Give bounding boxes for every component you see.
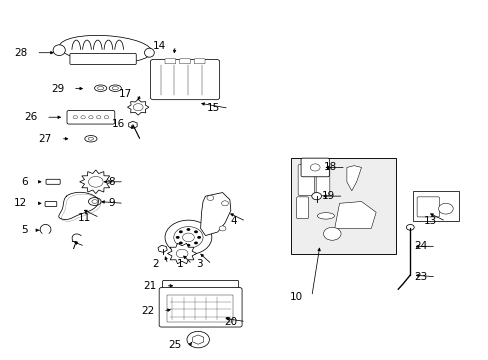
Circle shape: [182, 233, 194, 242]
Text: 17: 17: [119, 89, 132, 99]
Text: 25: 25: [167, 340, 181, 350]
Ellipse shape: [53, 45, 65, 55]
Polygon shape: [346, 166, 361, 191]
FancyBboxPatch shape: [301, 158, 329, 177]
FancyBboxPatch shape: [316, 165, 329, 195]
Circle shape: [186, 228, 190, 231]
FancyBboxPatch shape: [194, 59, 204, 64]
Text: 27: 27: [39, 134, 52, 144]
Text: 19: 19: [321, 191, 334, 201]
Circle shape: [176, 249, 187, 258]
Polygon shape: [200, 193, 230, 235]
Ellipse shape: [73, 116, 77, 119]
Text: 8: 8: [108, 177, 115, 187]
Bar: [167, 295, 233, 321]
Ellipse shape: [96, 116, 101, 119]
Polygon shape: [167, 243, 196, 264]
FancyBboxPatch shape: [298, 165, 314, 195]
Ellipse shape: [109, 85, 121, 91]
FancyBboxPatch shape: [150, 59, 219, 100]
Circle shape: [88, 176, 103, 187]
FancyBboxPatch shape: [45, 202, 57, 207]
Ellipse shape: [144, 48, 154, 57]
Text: 9: 9: [108, 198, 115, 208]
Text: 10: 10: [289, 292, 303, 302]
Circle shape: [219, 226, 225, 231]
Text: 5: 5: [21, 225, 27, 235]
FancyBboxPatch shape: [164, 59, 175, 64]
Polygon shape: [127, 99, 149, 115]
Circle shape: [173, 226, 203, 248]
Circle shape: [194, 242, 198, 244]
Text: 22: 22: [141, 306, 154, 316]
Circle shape: [133, 104, 143, 111]
FancyBboxPatch shape: [179, 59, 190, 64]
Ellipse shape: [59, 35, 151, 63]
Circle shape: [438, 203, 452, 214]
Ellipse shape: [88, 116, 93, 119]
Ellipse shape: [81, 116, 85, 119]
FancyBboxPatch shape: [416, 197, 439, 217]
Text: 2: 2: [152, 259, 159, 269]
Text: 6: 6: [21, 177, 27, 187]
Polygon shape: [80, 170, 112, 194]
Ellipse shape: [317, 213, 334, 219]
Circle shape: [197, 236, 201, 239]
Ellipse shape: [92, 200, 98, 203]
Text: 14: 14: [153, 41, 166, 50]
Ellipse shape: [84, 135, 97, 142]
Text: 29: 29: [51, 84, 64, 94]
Circle shape: [310, 164, 320, 171]
FancyBboxPatch shape: [162, 280, 238, 291]
Circle shape: [206, 195, 213, 201]
Text: 20: 20: [224, 317, 237, 327]
Ellipse shape: [104, 116, 108, 119]
Circle shape: [175, 236, 179, 239]
Ellipse shape: [88, 137, 93, 140]
Text: 13: 13: [423, 216, 436, 226]
Text: 18: 18: [323, 162, 336, 172]
Text: 7: 7: [69, 241, 76, 251]
Text: 4: 4: [230, 216, 237, 226]
Text: 1: 1: [177, 259, 183, 269]
Circle shape: [323, 227, 340, 240]
FancyBboxPatch shape: [159, 288, 242, 327]
Polygon shape: [334, 202, 375, 228]
Text: 16: 16: [112, 120, 125, 129]
Circle shape: [164, 220, 211, 255]
Bar: [290, 158, 395, 253]
FancyBboxPatch shape: [67, 111, 115, 124]
Circle shape: [311, 193, 321, 200]
Text: 24: 24: [413, 241, 427, 251]
FancyBboxPatch shape: [70, 53, 136, 64]
Ellipse shape: [94, 85, 106, 91]
Text: 12: 12: [14, 198, 27, 208]
Circle shape: [406, 225, 413, 230]
Ellipse shape: [97, 87, 103, 90]
Text: 21: 21: [143, 281, 157, 291]
FancyBboxPatch shape: [46, 179, 60, 184]
Text: 15: 15: [206, 103, 220, 113]
Text: 26: 26: [24, 112, 37, 122]
Circle shape: [179, 230, 183, 233]
Circle shape: [194, 230, 198, 233]
Circle shape: [221, 201, 228, 206]
Text: 3: 3: [196, 259, 203, 269]
Bar: [412, 191, 458, 221]
Text: 11: 11: [78, 213, 91, 222]
FancyBboxPatch shape: [296, 197, 308, 219]
Circle shape: [186, 244, 190, 247]
Text: 23: 23: [413, 272, 427, 282]
Text: 28: 28: [14, 48, 27, 58]
Circle shape: [186, 331, 209, 348]
Ellipse shape: [112, 87, 118, 90]
Circle shape: [179, 242, 183, 244]
Ellipse shape: [88, 198, 101, 206]
